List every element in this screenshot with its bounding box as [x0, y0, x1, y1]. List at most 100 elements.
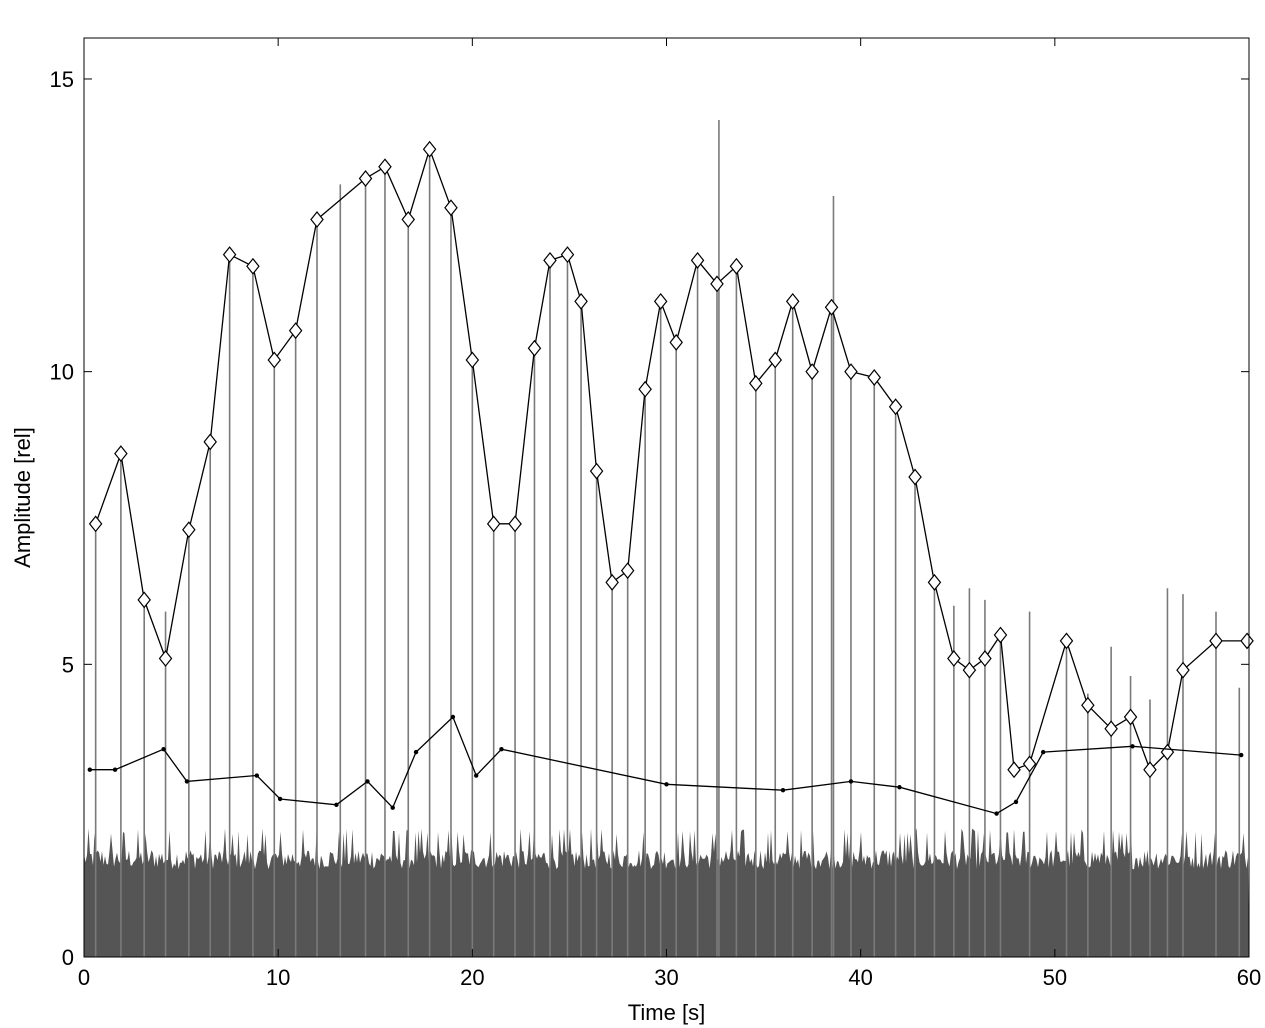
data-point — [527, 339, 542, 357]
data-point — [1104, 720, 1118, 738]
data-point — [486, 515, 501, 533]
x-tick-label: 20 — [460, 965, 484, 990]
data-point — [358, 170, 373, 187]
data-point — [158, 650, 173, 667]
data-point — [390, 805, 395, 810]
data-point — [653, 292, 668, 310]
data-point — [844, 363, 858, 381]
x-axis-title: Time [s] — [628, 1000, 705, 1025]
y-axis-title: Amplitude [rel] — [10, 427, 35, 568]
data-point — [1160, 743, 1175, 761]
data-point — [474, 773, 479, 778]
data-point — [848, 779, 854, 784]
data-point — [543, 251, 557, 269]
data-point — [710, 275, 724, 293]
data-point — [334, 802, 339, 808]
data-point — [112, 767, 118, 772]
data-point — [254, 773, 260, 778]
series-2 — [87, 714, 1244, 816]
data-point — [947, 650, 961, 667]
data-point — [664, 782, 669, 787]
y-tick-label: 5 — [62, 652, 74, 677]
data-point — [422, 140, 437, 158]
data-point — [1081, 696, 1095, 714]
data-point — [574, 292, 588, 310]
data-point — [378, 158, 392, 176]
x-tick-label: 40 — [848, 965, 872, 990]
data-point — [620, 562, 635, 580]
series-line — [89, 715, 1242, 815]
data-point — [560, 246, 575, 264]
data-point — [277, 796, 283, 802]
x-tick-label: 60 — [1237, 965, 1261, 990]
y-tick-label: 0 — [62, 945, 74, 970]
data-point — [638, 380, 652, 398]
data-point — [1059, 632, 1074, 650]
data-point — [1209, 632, 1223, 650]
x-axis: 0 10 20 30 40 50 60 — [78, 38, 1261, 990]
data-point — [508, 515, 522, 533]
data-point — [897, 785, 902, 790]
data-point — [184, 779, 190, 784]
data-point — [1013, 799, 1019, 805]
series-group — [87, 140, 1254, 816]
y-tick-label: 10 — [50, 360, 74, 385]
data-point — [749, 374, 763, 392]
x-tick-label: 10 — [266, 965, 290, 990]
x-tick-label: 0 — [78, 965, 90, 990]
data-point — [161, 747, 166, 752]
data-point — [994, 811, 999, 816]
x-tick-label: 30 — [654, 965, 678, 990]
data-point — [1123, 708, 1138, 726]
data-point — [288, 322, 303, 340]
data-point — [444, 199, 458, 217]
data-point — [780, 787, 786, 793]
data-point — [1130, 744, 1135, 749]
x-tick-label: 50 — [1043, 965, 1067, 990]
data-point — [785, 292, 800, 310]
data-point — [1143, 761, 1157, 779]
data-point — [1007, 761, 1021, 779]
data-point — [114, 445, 128, 463]
data-point — [365, 779, 370, 784]
data-point — [768, 351, 783, 369]
y-axis: 0 5 10 15 — [50, 67, 1249, 970]
data-point — [1239, 752, 1244, 758]
data-point — [499, 747, 504, 752]
data-point — [450, 714, 456, 720]
data-point — [888, 398, 903, 416]
data-point — [867, 369, 882, 386]
data-point — [978, 650, 992, 667]
data-point — [1240, 632, 1254, 650]
data-point — [1040, 749, 1046, 755]
data-point — [246, 257, 260, 275]
data-point — [87, 767, 93, 772]
plot-frame — [83, 37, 1250, 958]
data-point — [465, 351, 480, 369]
data-point — [589, 462, 604, 480]
data-point — [222, 246, 237, 264]
data-point — [993, 626, 1008, 644]
data-point — [908, 468, 922, 486]
data-point — [182, 521, 196, 539]
data-point — [805, 363, 819, 381]
data-point — [690, 251, 705, 269]
data-point — [605, 573, 619, 591]
data-point — [203, 433, 217, 451]
noise-floor — [84, 828, 1249, 957]
data-point — [401, 210, 416, 228]
data-point — [137, 591, 151, 609]
data-point — [413, 749, 419, 755]
data-point — [729, 257, 744, 275]
data-point — [88, 515, 103, 533]
noise-area — [84, 828, 1249, 957]
series-1 — [88, 140, 1254, 779]
data-point — [927, 573, 942, 591]
data-point — [824, 298, 839, 316]
data-point — [1176, 661, 1190, 679]
data-point — [310, 210, 324, 228]
data-point — [1022, 755, 1037, 773]
data-point — [267, 351, 282, 369]
data-point — [669, 333, 683, 351]
